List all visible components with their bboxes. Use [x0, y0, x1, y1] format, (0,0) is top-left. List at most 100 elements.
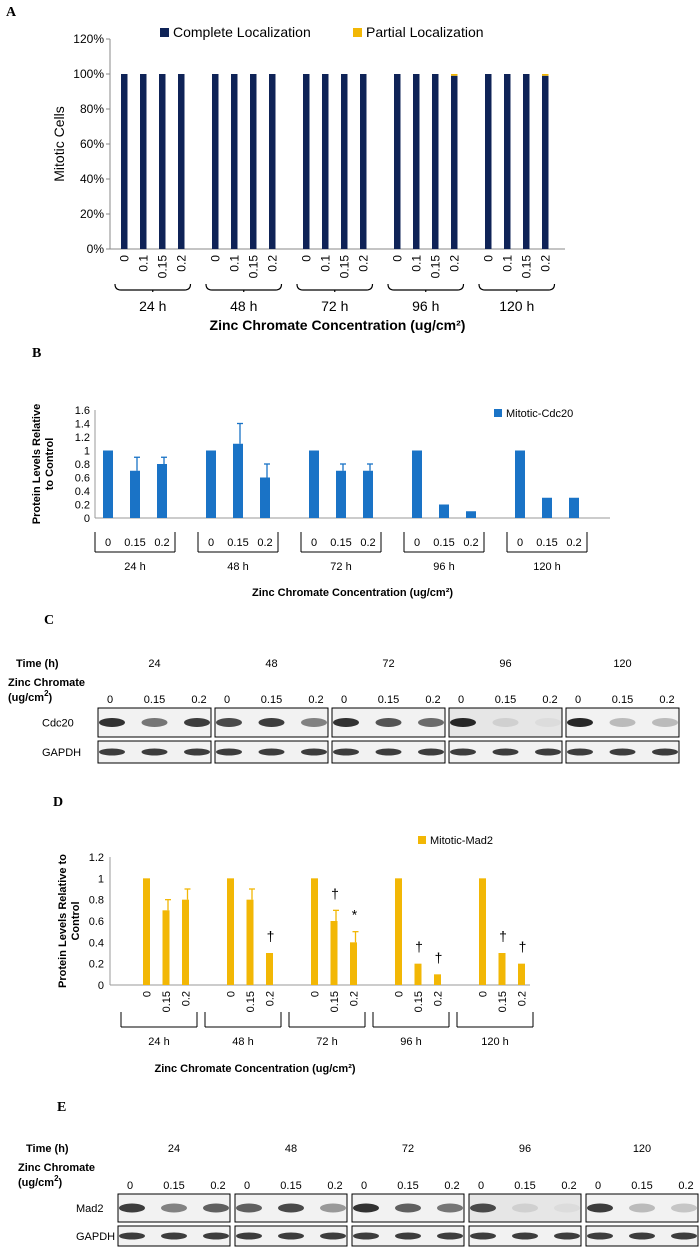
conc-label: 0.15 — [495, 694, 516, 706]
conc-label: 0.15 — [144, 694, 165, 706]
time-row-label: Time (h) — [16, 658, 59, 670]
bar-complete — [269, 74, 276, 249]
x-axis-title: Zinc Chromate Concentration (ug/cm²) — [252, 587, 453, 599]
blot-band — [671, 1232, 697, 1240]
x-tick-label: 0.2 — [265, 255, 279, 272]
group-brace — [120, 1012, 198, 1028]
x-tick-label: 0 — [208, 537, 214, 549]
blot-band — [99, 718, 125, 727]
bar-complete — [178, 74, 185, 249]
time-label: 120 — [613, 658, 631, 670]
legend-label-partial: Partial Localization — [366, 24, 484, 40]
x-tick-label: 0.2 — [517, 991, 529, 1006]
y-tick-label: 120% — [73, 32, 104, 46]
x-tick-label: 0 — [142, 991, 154, 997]
blot-band — [184, 718, 210, 727]
x-tick-label: 0 — [481, 255, 495, 262]
conc-label: 0 — [341, 694, 347, 706]
blot-band — [301, 718, 327, 727]
x-tick-label: 0.15 — [155, 255, 169, 279]
blot-band — [554, 1232, 580, 1240]
y-axis-title-line2: to Control — [44, 438, 56, 491]
conc-label: 0.15 — [631, 1180, 652, 1192]
x-tick-label: 0.15 — [245, 991, 257, 1012]
time-row-label: Time (h) — [26, 1143, 69, 1155]
x-tick-label: 0.15 — [428, 255, 442, 279]
significance-mark: † — [267, 928, 275, 944]
conc-label: 0.2 — [542, 694, 557, 706]
legend-swatch-partial — [353, 28, 362, 37]
conc-label: 0 — [575, 694, 581, 706]
x-tick-label: 0.2 — [257, 537, 272, 549]
y-tick-label: 20% — [80, 207, 104, 221]
legend-a: Complete Localization Partial Localizatio… — [160, 24, 484, 40]
panel-label-c: C — [44, 613, 55, 628]
x-tick-label: 0.2 — [433, 991, 445, 1006]
y-tick-label: 0.6 — [89, 916, 104, 928]
bar-complete — [121, 74, 128, 249]
blot-band — [535, 718, 561, 727]
group-label: 48 h — [230, 298, 257, 314]
bar-cdc20 — [439, 504, 449, 518]
conc-label: 0.2 — [308, 694, 323, 706]
blot-band — [258, 748, 285, 756]
conc-label: 0 — [361, 1180, 367, 1192]
bar-cdc20 — [260, 477, 270, 518]
group-brace — [296, 283, 374, 292]
significance-mark: * — [352, 907, 358, 923]
bar-complete — [322, 74, 329, 249]
bar-cdc20 — [542, 497, 552, 518]
y-tick-label: 60% — [80, 137, 104, 151]
x-tick-label: 0.2 — [265, 991, 277, 1006]
y-tick-label: 0.4 — [75, 486, 90, 498]
bar-cdc20 — [130, 470, 140, 518]
conc-label: 0 — [458, 694, 464, 706]
blot-band — [278, 1203, 304, 1213]
blot-band — [141, 718, 168, 727]
time-label: 120 — [633, 1143, 651, 1155]
conc-label: 0 — [127, 1180, 133, 1192]
blot-band — [375, 718, 402, 727]
time-label: 72 — [382, 658, 394, 670]
group-label: 48 h — [232, 1036, 253, 1048]
conc-label: 0.15 — [261, 694, 282, 706]
group-brace — [387, 283, 465, 292]
conc-label: 0.2 — [561, 1180, 576, 1192]
chart-d-mad2-levels: Mitotic-Mad2 0 0.2 0.4 0.6 0.8 1 1.2 Protein Lev… — [57, 835, 534, 1075]
group-label: 96 h — [412, 298, 439, 314]
x-tick-label: 0 — [208, 255, 222, 262]
x-tick-label: 0.2 — [356, 255, 370, 272]
bar-mad2 — [266, 953, 273, 985]
blot-band — [119, 1203, 145, 1213]
bar-partial — [542, 74, 549, 76]
group-brace — [372, 1012, 450, 1028]
x-tick-label: 0.2 — [349, 991, 361, 1006]
blot-band — [161, 1203, 187, 1213]
blot-band — [141, 748, 168, 756]
bar-complete — [432, 74, 439, 249]
y-tick-label: 1.6 — [75, 405, 90, 417]
bar-mad2 — [479, 878, 486, 985]
blot-band — [236, 1232, 262, 1240]
conc-label: 0.15 — [280, 1180, 301, 1192]
x-tick-label: 0.1 — [136, 255, 150, 272]
conc-label: 0.15 — [397, 1180, 418, 1192]
x-tick-label: 0.15 — [497, 991, 509, 1012]
blot-row-label: Mad2 — [76, 1203, 104, 1215]
bar-cdc20 — [336, 470, 346, 518]
legend-swatch-cdc20 — [494, 409, 502, 417]
conc-label: 0.2 — [678, 1180, 693, 1192]
chart-a-mitotic-localization: Complete Localization Partial Localizatio… — [51, 24, 565, 333]
blot-band — [395, 1203, 421, 1213]
group-label: 120 h — [481, 1036, 509, 1048]
blot-band — [375, 748, 402, 756]
blot-band — [629, 1232, 655, 1240]
x-tick-label: 0 — [517, 537, 523, 549]
conc-label: 0 — [478, 1180, 484, 1192]
blot-band — [203, 1203, 229, 1213]
x-tick-label: 0 — [226, 991, 238, 997]
group-label: 72 h — [330, 561, 351, 573]
bar-cdc20 — [466, 511, 476, 518]
blot-band — [333, 718, 359, 727]
blot-band — [418, 748, 444, 756]
